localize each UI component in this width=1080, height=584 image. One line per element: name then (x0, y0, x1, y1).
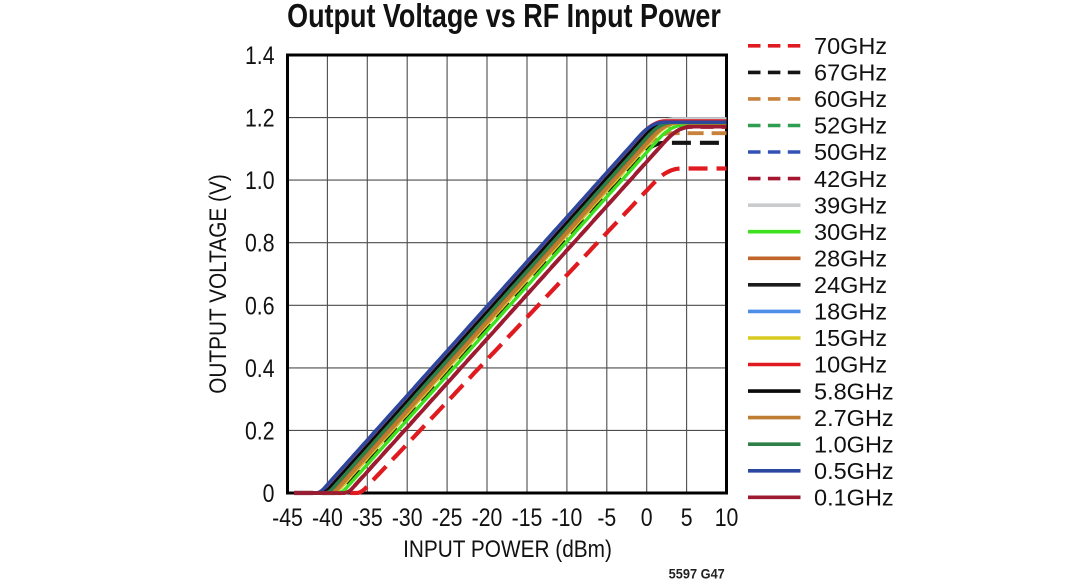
svg-text:-40: -40 (312, 503, 343, 531)
svg-text:0: 0 (641, 503, 653, 531)
svg-text:2.7GHz: 2.7GHz (814, 405, 894, 431)
svg-text:-20: -20 (472, 503, 503, 531)
svg-text:1.2: 1.2 (245, 104, 275, 132)
svg-text:0.5GHz: 0.5GHz (814, 458, 894, 484)
svg-text:0.8: 0.8 (245, 229, 275, 257)
svg-text:30GHz: 30GHz (814, 219, 887, 245)
svg-text:-15: -15 (512, 503, 543, 531)
svg-text:-35: -35 (352, 503, 383, 531)
svg-text:0.4: 0.4 (245, 354, 275, 382)
svg-text:-45: -45 (272, 503, 303, 531)
svg-text:42GHz: 42GHz (814, 166, 887, 192)
svg-text:OUTPUT VOLTAGE (V): OUTPUT VOLTAGE (V) (203, 174, 231, 394)
svg-text:70GHz: 70GHz (814, 33, 887, 59)
svg-text:10GHz: 10GHz (814, 352, 887, 378)
svg-text:0.1GHz: 0.1GHz (814, 485, 894, 511)
svg-text:-25: -25 (432, 503, 463, 531)
svg-text:60GHz: 60GHz (814, 86, 887, 112)
svg-text:52GHz: 52GHz (814, 113, 887, 139)
svg-text:28GHz: 28GHz (814, 246, 887, 272)
svg-text:Output Voltage vs RF Input Pow: Output Voltage vs RF Input Power (287, 0, 721, 35)
svg-text:INPUT POWER (dBm): INPUT POWER (dBm) (403, 534, 612, 562)
svg-text:5597 G47: 5597 G47 (669, 566, 725, 582)
svg-text:0.6: 0.6 (245, 292, 275, 320)
svg-text:1.0GHz: 1.0GHz (814, 431, 894, 457)
svg-text:1.4: 1.4 (245, 41, 275, 69)
svg-text:0.2: 0.2 (245, 417, 275, 445)
svg-text:67GHz: 67GHz (814, 60, 887, 86)
svg-text:1.0: 1.0 (245, 166, 275, 194)
svg-text:10: 10 (715, 503, 739, 531)
svg-text:18GHz: 18GHz (814, 299, 887, 325)
svg-text:50GHz: 50GHz (814, 139, 887, 165)
svg-text:-30: -30 (392, 503, 423, 531)
svg-text:24GHz: 24GHz (814, 272, 887, 298)
svg-text:5: 5 (681, 503, 693, 531)
svg-text:-10: -10 (552, 503, 583, 531)
svg-text:39GHz: 39GHz (814, 192, 887, 218)
svg-text:15GHz: 15GHz (814, 325, 887, 351)
svg-text:-5: -5 (597, 503, 616, 531)
svg-text:0: 0 (263, 479, 275, 507)
svg-text:5.8GHz: 5.8GHz (814, 378, 894, 404)
